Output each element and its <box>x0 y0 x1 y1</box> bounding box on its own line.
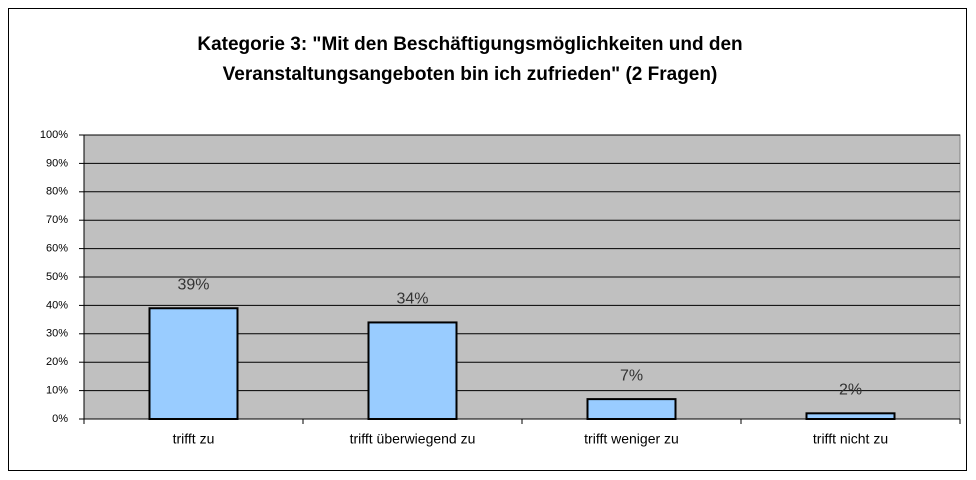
bar <box>148 307 239 420</box>
data-label: 34% <box>396 291 428 308</box>
data-label: 39% <box>177 276 209 293</box>
data-label: 7% <box>620 367 643 384</box>
bar <box>805 412 896 421</box>
x-tick-label: trifft nicht zu <box>813 431 888 447</box>
y-tick-label: 0% <box>52 413 68 425</box>
y-tick-label: 100% <box>40 129 68 141</box>
y-tick-label: 60% <box>46 243 68 255</box>
bar <box>367 321 458 420</box>
y-tick-label: 70% <box>46 214 68 226</box>
x-tick-label: trifft überwiegend zu <box>350 431 476 447</box>
data-label: 2% <box>839 382 862 399</box>
y-tick-label: 50% <box>46 271 68 283</box>
y-tick-label: 80% <box>46 186 68 198</box>
y-tick-label: 20% <box>46 356 68 368</box>
y-tick-label: 30% <box>46 328 68 340</box>
y-tick-label: 40% <box>46 299 68 311</box>
y-tick-label: 10% <box>46 385 68 397</box>
x-tick-label: trifft zu <box>173 431 215 447</box>
chart-title: Kategorie 3: "Mit den Beschäftigungsmögl… <box>197 34 742 55</box>
chart-title: Veranstaltungsangeboten bin ich zufriede… <box>223 64 718 85</box>
bar <box>586 398 677 420</box>
x-tick-label: trifft weniger zu <box>584 431 679 447</box>
y-tick-label: 90% <box>46 157 68 169</box>
